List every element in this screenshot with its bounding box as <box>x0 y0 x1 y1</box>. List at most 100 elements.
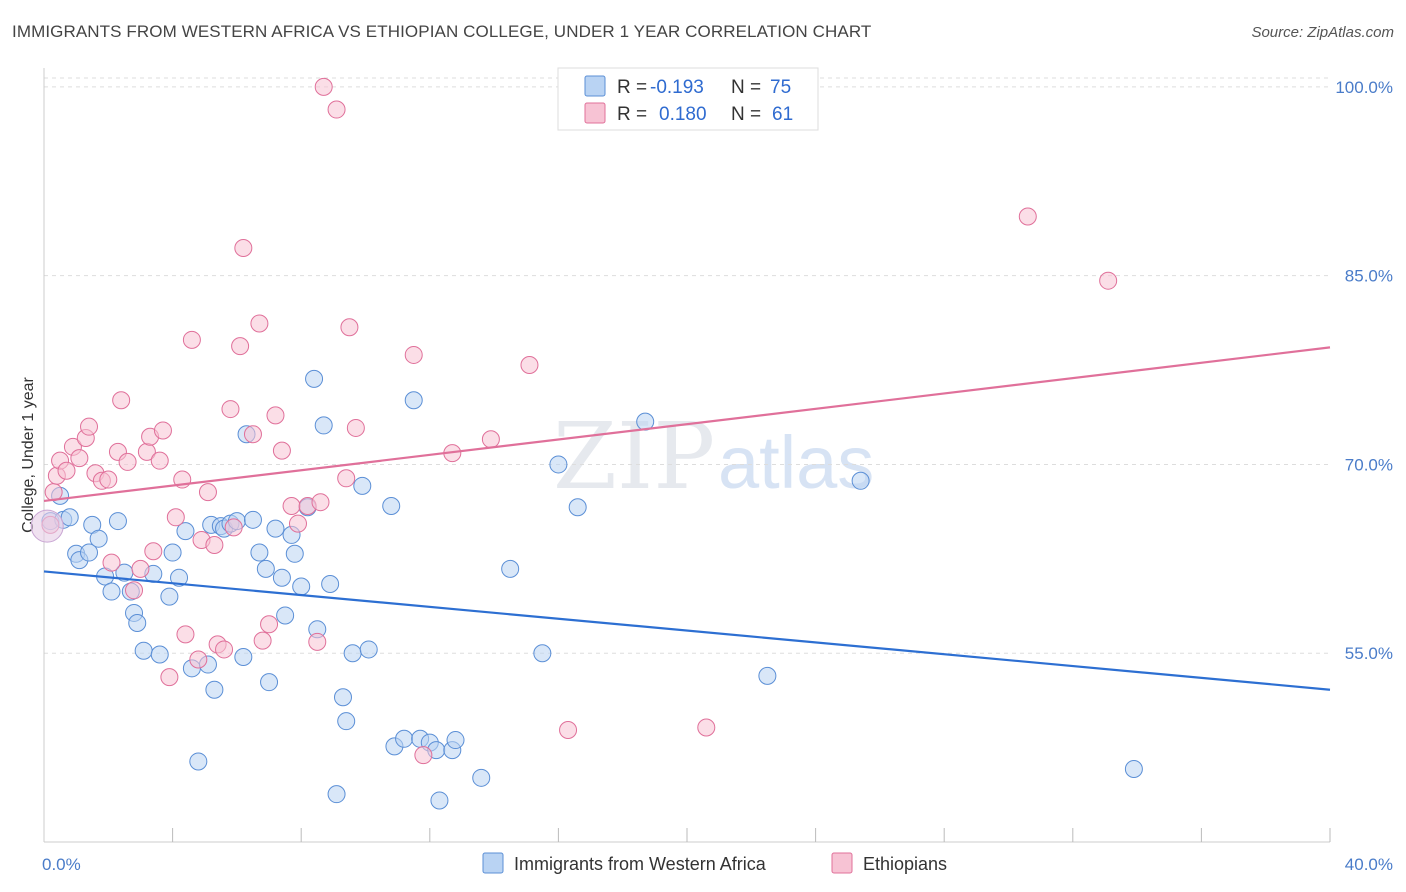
legend-n-value-1: 75 <box>770 77 791 98</box>
point-western-africa <box>382 496 401 515</box>
point-ethiopians <box>327 100 346 119</box>
y-tick-label: 100.0% <box>1335 78 1393 97</box>
point-ethiopians <box>125 581 144 600</box>
point-ethiopians <box>131 559 150 578</box>
point-western-africa <box>430 791 449 810</box>
point-ethiopians <box>250 314 269 333</box>
point-ethiopians <box>340 318 359 337</box>
legend-swatch-pink <box>584 102 606 124</box>
legend-bottom-swatch-blue <box>482 852 504 874</box>
trend-line-western-africa <box>43 570 1331 691</box>
point-ethiopians <box>314 77 333 96</box>
point-ethiopians <box>266 406 285 425</box>
point-ethiopians <box>260 615 279 634</box>
point-ethiopians <box>288 514 307 533</box>
x-ticks <box>172 828 1331 842</box>
point-western-africa <box>343 644 362 663</box>
legend-bottom-label-blue: Immigrants from Western Africa <box>514 854 767 874</box>
point-western-africa <box>89 529 108 548</box>
point-western-africa <box>160 587 179 606</box>
point-western-africa <box>333 688 352 707</box>
chart-title: IMMIGRANTS FROM WESTERN AFRICA VS ETHIOP… <box>12 22 872 41</box>
point-western-africa <box>163 543 182 562</box>
point-western-africa <box>266 519 285 538</box>
point-ethiopians <box>153 421 172 440</box>
trend-lines <box>43 346 1331 691</box>
point-ethiopians <box>205 535 224 554</box>
point-western-africa <box>851 471 870 490</box>
point-ethiopians <box>272 441 291 460</box>
point-ethiopians <box>70 449 89 468</box>
point-ethiopians <box>189 650 208 669</box>
legend-bottom-label-pink: Ethiopians <box>863 854 947 874</box>
point-ethiopians <box>282 496 301 515</box>
point-western-africa <box>250 543 269 562</box>
point-western-africa <box>276 606 295 625</box>
point-ethiopians <box>1018 207 1037 226</box>
point-ethiopians <box>404 345 423 364</box>
point-ethiopians <box>559 720 578 739</box>
grid-lines <box>44 77 1330 654</box>
legend-n-value-2: 61 <box>772 104 793 125</box>
point-western-africa <box>170 568 189 587</box>
point-ethiopians <box>308 632 327 651</box>
point-western-africa <box>337 712 356 731</box>
point-western-africa <box>272 568 291 587</box>
chart-source: Source: ZipAtlas.com <box>1251 24 1394 41</box>
point-ethiopians <box>160 668 179 687</box>
point-western-africa <box>102 582 121 601</box>
legend-top: R = -0.193 N = 75 R = 0.180 N = 61 <box>557 67 819 131</box>
point-ethiopians <box>57 461 76 480</box>
point-western-africa <box>285 544 304 563</box>
point-western-africa <box>128 614 147 633</box>
legend-r-value-2: 0.180 <box>659 104 707 125</box>
y-tick-label: 70.0% <box>1345 455 1393 474</box>
point-western-africa <box>568 498 587 517</box>
point-ethiopians <box>112 391 131 410</box>
point-western-africa <box>256 559 275 578</box>
point-western-africa <box>134 641 153 660</box>
point-western-africa <box>359 640 378 659</box>
point-western-africa <box>80 543 99 562</box>
point-ethiopians <box>118 452 137 471</box>
point-western-africa <box>205 680 224 699</box>
point-ethiopians <box>176 625 195 644</box>
y-tick-labels: 55.0% 70.0% 85.0% 100.0% <box>1335 78 1393 663</box>
point-western-africa <box>549 455 568 474</box>
point-western-africa <box>189 752 208 771</box>
point-ethiopians <box>221 400 240 419</box>
watermark-zip: ZIP <box>553 403 715 510</box>
point-ethiopians <box>243 425 262 444</box>
point-ethiopians <box>99 470 118 489</box>
legend-r-label-1: R = <box>617 77 647 98</box>
trend-line-ethiopians <box>43 346 1331 503</box>
point-ethiopians <box>337 469 356 488</box>
point-western-africa <box>314 416 333 435</box>
legend-n-label-1: N = <box>731 77 761 98</box>
legend-swatch-blue <box>584 75 606 97</box>
point-ethiopians <box>166 508 185 527</box>
point-western-africa <box>1124 760 1143 779</box>
point-western-africa <box>150 645 169 664</box>
point-western-africa <box>395 729 414 748</box>
point-ethiopians <box>224 518 243 537</box>
y-tick-label: 55.0% <box>1345 644 1393 663</box>
point-ethiopians <box>346 418 365 437</box>
y-axis-title: College, Under 1 year <box>20 377 37 533</box>
point-ethiopians <box>231 337 250 356</box>
point-western-africa <box>533 644 552 663</box>
point-western-africa <box>176 522 195 541</box>
point-western-africa <box>446 731 465 750</box>
point-western-africa <box>327 785 346 804</box>
point-ethiopians <box>520 356 539 375</box>
point-western-africa <box>758 666 777 685</box>
point-western-africa <box>108 512 127 531</box>
legend-bottom-swatch-pink <box>831 852 853 874</box>
point-western-africa <box>321 575 340 593</box>
point-western-africa <box>353 476 372 495</box>
point-ethiopians <box>80 417 99 436</box>
watermark-atlas: atlas <box>718 421 874 504</box>
series-ethiopians-points <box>30 77 1118 765</box>
legend-r-label-2: R = <box>617 104 647 125</box>
point-ethiopians <box>102 553 121 572</box>
